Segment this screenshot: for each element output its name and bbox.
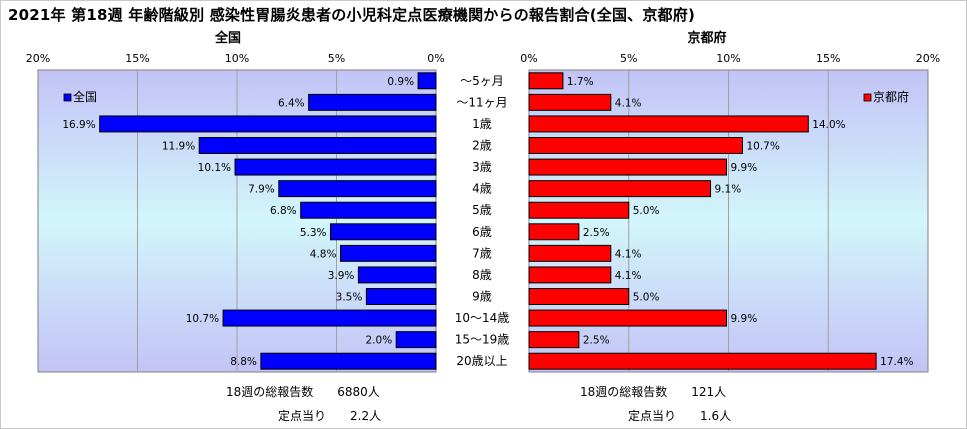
national-data-label: 3.9% [328,270,355,282]
national-bar [417,72,437,90]
kyoto-data-label: 4.1% [615,248,642,260]
kyoto-bar [528,266,612,284]
kyoto-bar [528,288,630,305]
age-category-label: 15～19歳 [455,333,510,347]
national-panel: 20% 15% 10% 5% 0% 全国 0.9% 6.4% 16.9% 11.9%10.1% 7.… [26,30,445,373]
kyoto-bar [528,93,612,111]
age-category-label: 6歳 [472,225,492,239]
national-bar [260,352,437,370]
age-category-label: 3歳 [472,160,492,174]
national-bar [222,309,437,327]
kyoto-data-label: 10.7% [746,141,779,153]
kyoto-data-label: 17.4% [880,356,913,368]
national-data-label: 6.8% [270,205,297,217]
kyoto-bar [528,223,580,241]
kyoto-data-label: 5.0% [633,292,660,304]
kyoto-legend-swatch [863,93,872,102]
kyoto-bar [528,180,712,198]
age-category-label: 9歳 [472,290,492,304]
kyoto-per-site: 定点当り 1.6人 [628,409,732,423]
kyoto-tick-label: 15% [816,52,840,65]
national-bar [234,158,437,176]
kyoto-data-label: 1.7% [567,76,594,88]
kyoto-bar [528,201,630,219]
national-data-label: 7.9% [248,184,275,196]
age-category-label: 1歳 [472,117,492,131]
national-panel-title: 全国 [214,30,241,46]
age-category-label: 5歳 [472,203,492,217]
kyoto-panel-title: 京都府 [687,30,726,46]
kyoto-tick-label: 10% [716,52,740,65]
national-data-label: 11.9% [162,141,195,153]
age-category-label: 7歳 [472,246,492,260]
kyoto-data-label: 5.0% [633,205,660,217]
national-data-label: 3.5% [336,292,363,304]
age-category-label: ～5ヶ月 [460,74,504,88]
age-category-label: 2歳 [472,139,492,153]
kyoto-bar [528,309,728,327]
national-tick-label: 15% [125,52,149,65]
national-total-reports: 18週の総報告数 6880人 [226,385,380,399]
kyoto-total-reports: 18週の総報告数 121人 [580,385,727,399]
national-data-label: 2.0% [366,335,393,347]
kyoto-bar [528,244,612,262]
national-data-label: 8.8% [230,356,257,368]
national-bar [330,223,437,241]
kyoto-tick-label: 20% [916,52,940,65]
national-tick-label: 5% [328,52,345,65]
national-tick-label: 20% [26,52,50,65]
national-bar [198,137,437,154]
kyoto-data-label: 4.1% [615,97,642,109]
national-data-label: 4.8% [310,248,337,260]
kyoto-panel: 0% 5% 10% 15% 20% 京都府 1.7% 4.1% 14.0% 10.7% 9.9% 9.… [520,30,940,373]
age-category-label: 10～14歳 [455,311,510,325]
kyoto-bar [528,158,728,176]
national-legend-label: 全国 [73,89,97,104]
kyoto-data-label: 9.9% [731,313,758,325]
national-data-label: 5.3% [300,227,327,239]
national-data-label: 10.1% [198,162,231,174]
chart-title: 2021年 第18週 年齢階級別 感染性胃腸炎患者の小児科定点医療機関からの報告… [8,6,696,24]
national-data-label: 10.7% [186,313,219,325]
kyoto-tick-label: 0% [520,52,537,65]
national-data-label: 0.9% [387,76,414,88]
kyoto-bar [528,137,743,154]
age-category-label: ～11ヶ月 [456,95,507,109]
national-bar [357,266,437,284]
kyoto-data-label: 9.9% [731,162,758,174]
kyoto-data-label: 2.5% [583,335,610,347]
kyoto-data-label: 4.1% [615,270,642,282]
kyoto-data-label: 9.1% [715,184,742,196]
national-per-site: 定点当り 2.2人 [278,409,382,423]
age-category-label: 20歳以上 [456,354,507,368]
national-tick-label: 0% [427,52,444,65]
kyoto-data-label: 14.0% [812,119,845,131]
kyoto-bar [528,352,877,370]
kyoto-bar [528,331,580,349]
national-data-label: 16.9% [62,119,95,131]
national-bar [278,180,437,198]
age-category-label: 4歳 [472,182,492,196]
age-category-labels: ～5ヶ月 ～11ヶ月 1歳 2歳 3歳 4歳 5歳 6歳 7歳 8歳 9歳 10～14歳 15～19歳 2… [455,74,510,368]
national-bar [395,331,437,349]
kyoto-tick-label: 5% [620,52,637,65]
national-legend-swatch [63,93,72,102]
age-category-label: 8歳 [472,268,492,282]
national-bar [308,93,437,111]
kyoto-legend-label: 京都府 [873,89,909,104]
national-bar [300,201,437,219]
kyoto-bar [528,72,564,90]
national-bar [365,288,437,305]
national-tick-label: 10% [225,52,249,65]
national-data-label: 6.4% [278,97,305,109]
national-bar [339,244,437,262]
national-bar [99,115,437,133]
kyoto-bar [528,115,809,133]
kyoto-data-label: 2.5% [583,227,610,239]
